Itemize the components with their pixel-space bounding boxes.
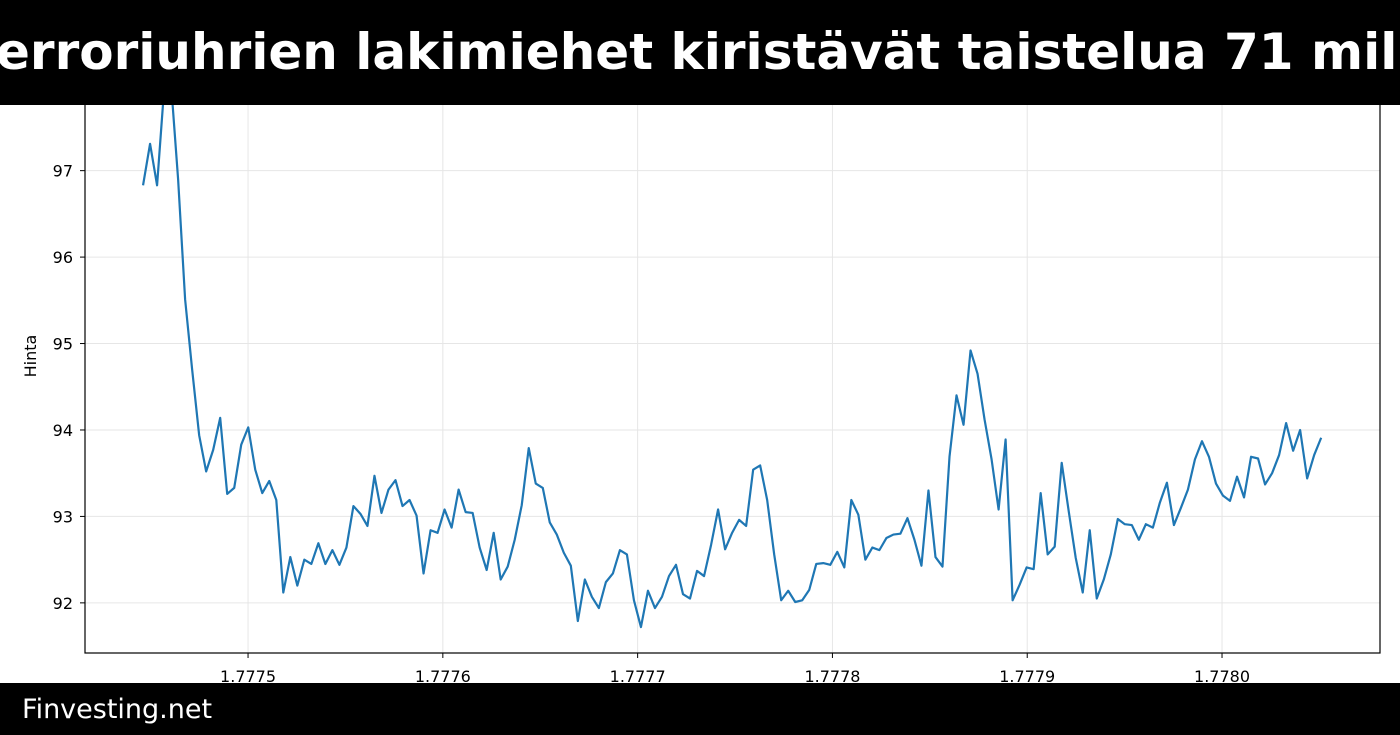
site-name: Finvesting.net xyxy=(22,694,213,725)
x-tick-label: 1.7779 xyxy=(999,667,1055,686)
x-tick-label: 1.7775 xyxy=(220,667,276,686)
title-bar: erroriuhrien lakimiehet kiristävät taist… xyxy=(0,0,1400,105)
x-tick-label: 1.7778 xyxy=(804,667,860,686)
plot-frame xyxy=(84,59,1381,654)
y-axis-label: Hinta xyxy=(21,335,40,378)
headline: erroriuhrien lakimiehet kiristävät taist… xyxy=(0,23,1398,81)
x-tick-label: 1.7777 xyxy=(610,667,666,686)
y-tick-label: 97 xyxy=(53,162,73,181)
x-tick-label: 1.7780 xyxy=(1194,667,1250,686)
x-tick-label: 1.7776 xyxy=(415,667,471,686)
y-tick-label: 95 xyxy=(53,335,73,354)
y-tick-label: 92 xyxy=(53,594,73,613)
y-tick-label: 94 xyxy=(53,421,73,440)
footer: Finvesting.net xyxy=(0,683,1400,735)
price-line xyxy=(141,83,1323,629)
y-tick-label: 93 xyxy=(53,507,73,526)
y-tick-label: 96 xyxy=(53,248,73,267)
